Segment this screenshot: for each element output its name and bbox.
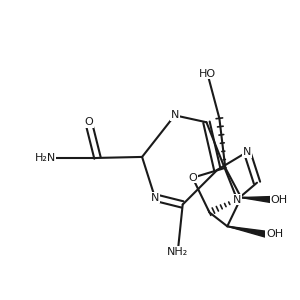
- Text: OH: OH: [271, 194, 288, 205]
- Text: OH: OH: [266, 229, 283, 239]
- Text: O: O: [84, 117, 93, 127]
- Polygon shape: [227, 226, 266, 237]
- Polygon shape: [241, 196, 271, 202]
- Text: N: N: [151, 193, 159, 202]
- Text: O: O: [188, 173, 197, 183]
- Text: N: N: [171, 110, 179, 120]
- Text: NH₂: NH₂: [167, 247, 188, 257]
- Text: N: N: [243, 147, 251, 157]
- Text: HO: HO: [199, 69, 216, 79]
- Text: N: N: [233, 194, 242, 205]
- Text: H₂N: H₂N: [34, 153, 56, 163]
